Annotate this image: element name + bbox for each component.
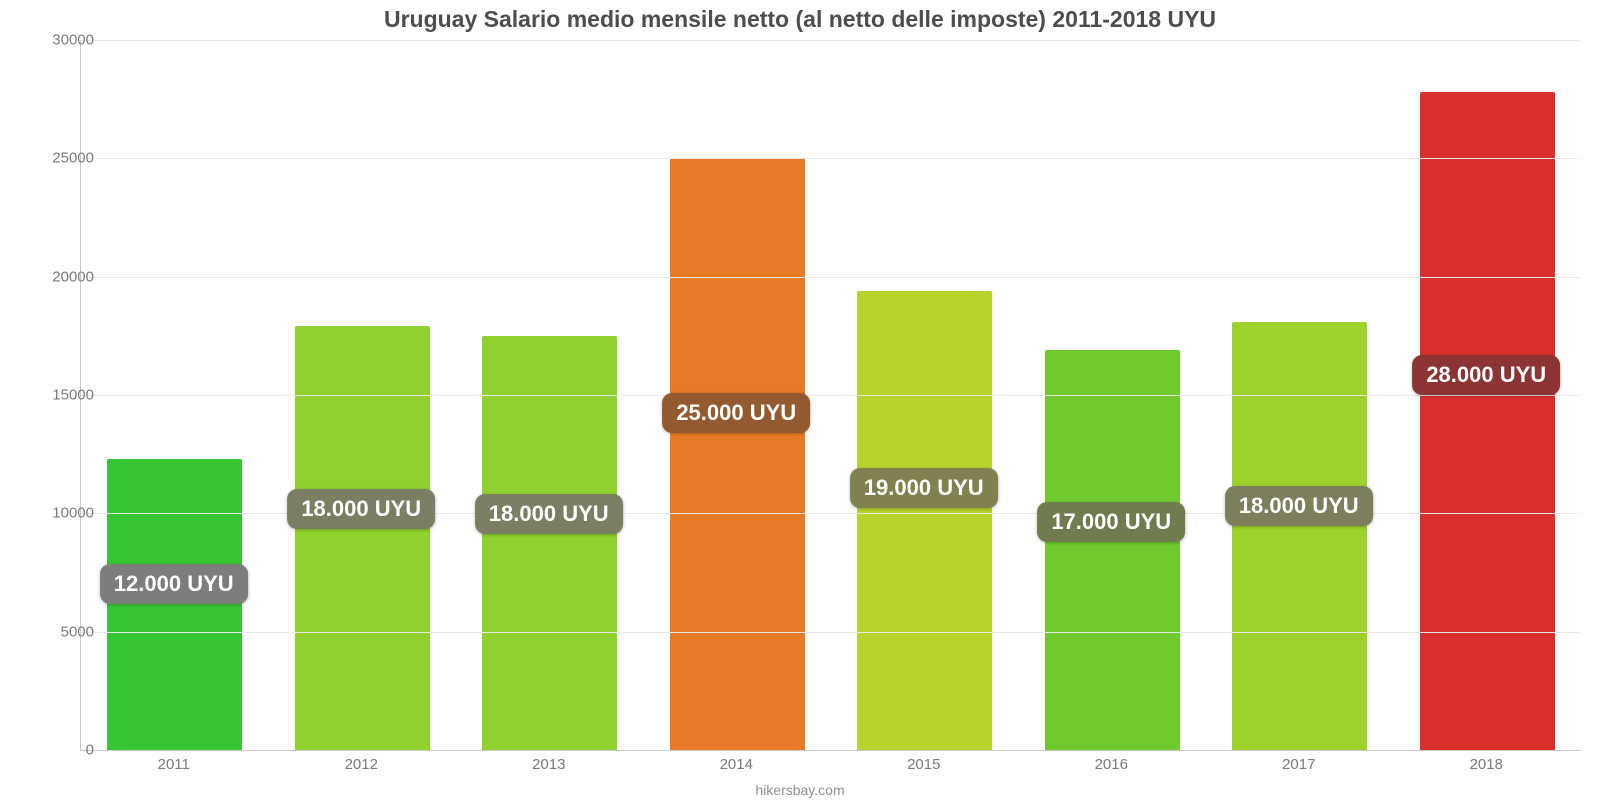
bar xyxy=(670,158,805,750)
salary-bar-chart: Uruguay Salario medio mensile netto (al … xyxy=(0,0,1600,800)
value-badge: 18.000 UYU xyxy=(475,494,623,534)
y-axis-tick: 15000 xyxy=(24,387,94,404)
value-badge: 18.000 UYU xyxy=(1225,486,1373,526)
value-badge: 25.000 UYU xyxy=(662,393,810,433)
grid-line xyxy=(81,632,1581,633)
source-attribution: hikersbay.com xyxy=(0,782,1600,798)
bar xyxy=(482,336,617,750)
y-axis-tick: 25000 xyxy=(24,150,94,167)
bar xyxy=(857,291,992,750)
y-axis-tick: 10000 xyxy=(24,505,94,522)
value-badge: 19.000 UYU xyxy=(850,468,998,508)
value-badge: 12.000 UYU xyxy=(100,564,248,604)
x-axis-tick: 2015 xyxy=(907,756,940,773)
y-axis-tick: 30000 xyxy=(24,32,94,49)
y-axis-tick: 0 xyxy=(24,742,94,759)
grid-line xyxy=(81,40,1581,41)
bar xyxy=(1420,92,1555,750)
bar xyxy=(1232,322,1367,750)
x-axis-tick: 2017 xyxy=(1282,756,1315,773)
x-axis-tick: 2012 xyxy=(345,756,378,773)
bar xyxy=(107,459,242,750)
value-badge: 17.000 UYU xyxy=(1037,502,1185,542)
x-axis-tick: 2011 xyxy=(158,756,190,773)
x-axis-tick: 2016 xyxy=(1095,756,1128,773)
y-axis-tick: 5000 xyxy=(24,623,94,640)
grid-line xyxy=(81,395,1581,396)
value-badge: 28.000 UYU xyxy=(1412,355,1560,395)
grid-line xyxy=(81,158,1581,159)
x-axis-tick: 2018 xyxy=(1470,756,1503,773)
y-axis-tick: 20000 xyxy=(24,268,94,285)
value-badge: 18.000 UYU xyxy=(287,489,435,529)
grid-line xyxy=(81,277,1581,278)
x-axis-tick: 2013 xyxy=(532,756,565,773)
bar xyxy=(1045,350,1180,750)
x-axis-tick: 2014 xyxy=(720,756,753,773)
chart-title: Uruguay Salario medio mensile netto (al … xyxy=(0,6,1600,33)
bar xyxy=(295,326,430,750)
plot-area xyxy=(80,40,1581,751)
